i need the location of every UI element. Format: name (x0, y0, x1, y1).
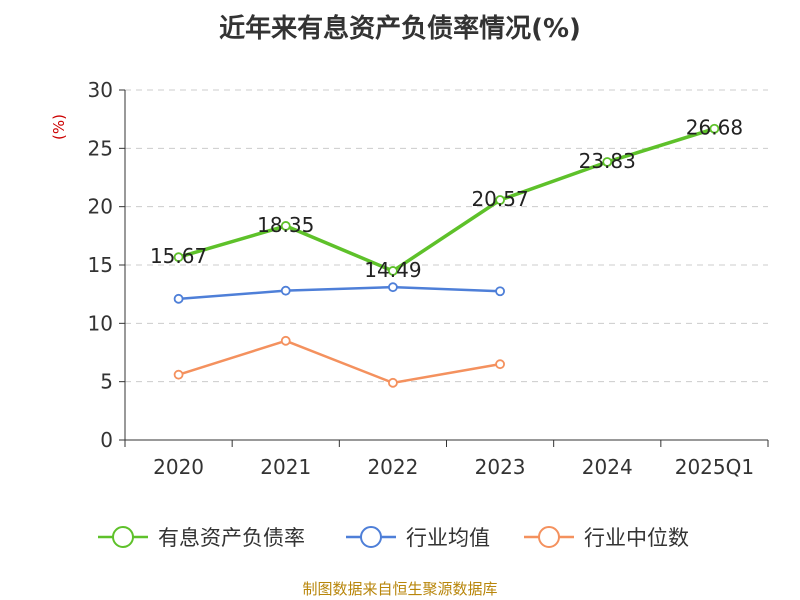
y-tick-label: 15 (88, 253, 113, 277)
data-point (280, 335, 291, 346)
x-tick-label: 2022 (367, 455, 418, 479)
series-line-3 (178, 339, 501, 385)
data-label: 14.49 (364, 258, 421, 282)
data-point (173, 293, 184, 304)
legend-marker (360, 526, 382, 548)
data-label: 26.68 (686, 116, 743, 140)
data-point (709, 123, 720, 134)
series-line-1 (178, 127, 715, 273)
x-tick-label: 2024 (582, 455, 633, 479)
x-tick-label: 2023 (475, 455, 526, 479)
data-point (388, 266, 398, 276)
data-point (602, 157, 613, 167)
chart-title: 近年来有息资产负债率情况(%) (219, 14, 581, 44)
legend-label: 行业中位数 (584, 526, 689, 550)
y-tick-label: 30 (88, 78, 113, 102)
data-point (495, 286, 505, 297)
data-point (173, 369, 184, 380)
legend-label: 有息资产负债率 (158, 526, 305, 550)
x-tick-label: 2021 (260, 455, 311, 479)
legend-label: 行业均值 (406, 526, 490, 550)
data-point (495, 195, 505, 205)
y-tick-label: 5 (100, 370, 113, 394)
y-tick-label: 0 (100, 428, 113, 452)
x-tick-label: 2025Q1 (675, 455, 754, 479)
y-axis-label: (%) (50, 114, 68, 140)
data-point (495, 359, 505, 370)
x-tick-label: 2020 (153, 455, 204, 479)
data-point (280, 285, 291, 296)
y-tick-label: 25 (88, 136, 113, 160)
series-line-2 (178, 285, 501, 301)
data-point (173, 252, 184, 263)
y-tick-label: 20 (88, 195, 113, 219)
data-label: 15.67 (150, 244, 207, 268)
data-label: 23.83 (579, 149, 636, 173)
data-point (388, 282, 398, 293)
data-point (280, 221, 291, 231)
source-note: 制图数据来自恒生聚源数据库 (302, 580, 498, 598)
legend-marker (538, 526, 560, 548)
data-label: 20.57 (471, 187, 528, 211)
data-point (388, 377, 398, 388)
data-label: 18.35 (257, 213, 314, 237)
legend-marker (112, 526, 134, 548)
y-tick-label: 10 (88, 311, 113, 335)
